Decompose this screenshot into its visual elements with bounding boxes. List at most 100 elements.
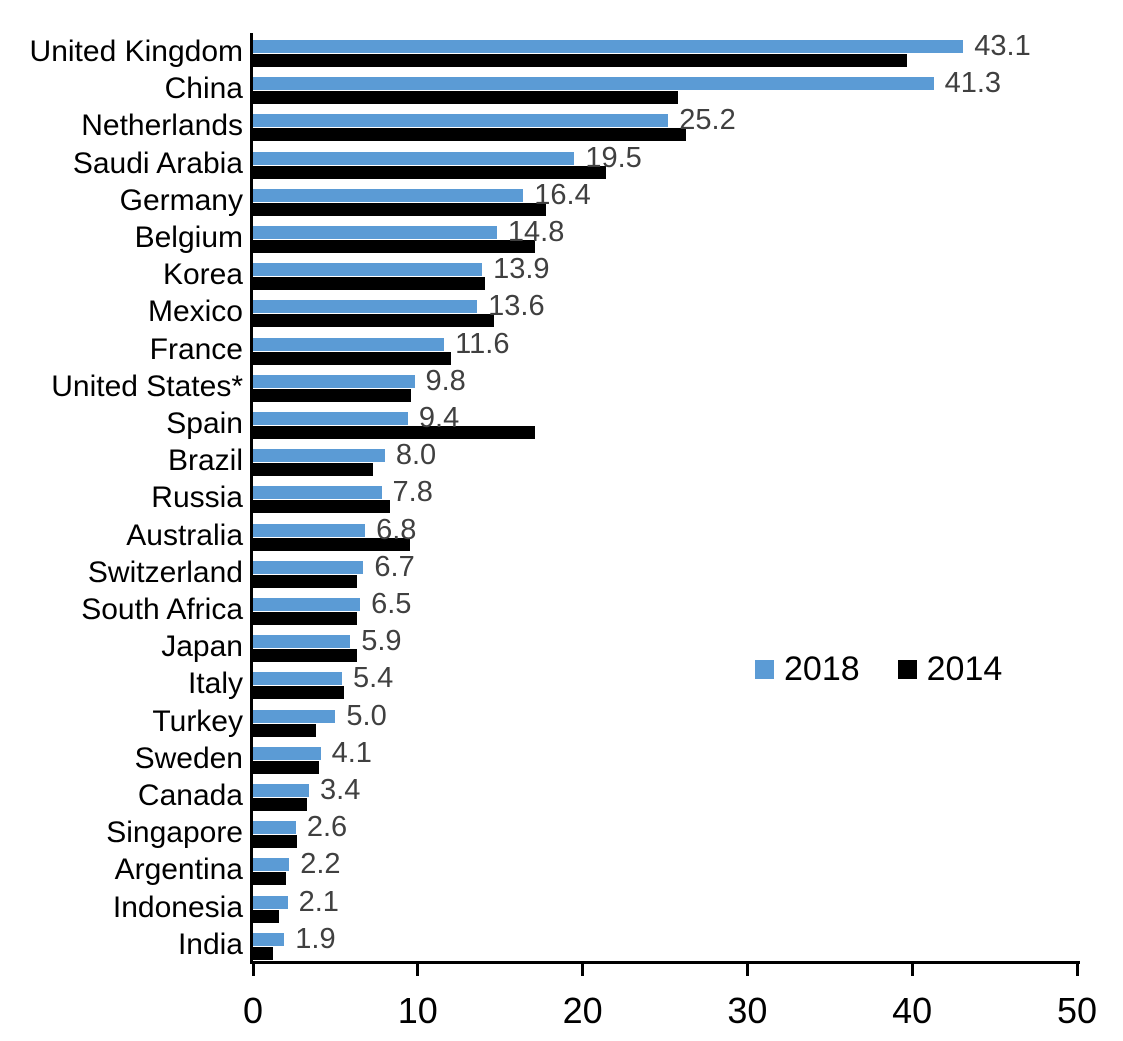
x-tick bbox=[581, 964, 585, 976]
bar-2018-france bbox=[253, 337, 445, 351]
bar-2018-united-kingdom bbox=[253, 40, 964, 53]
value-label: 4.1 bbox=[331, 736, 372, 769]
legend-label: 2014 bbox=[926, 650, 1003, 688]
bar-2018-russia bbox=[253, 486, 382, 500]
bar-2018-germany bbox=[253, 188, 524, 202]
category-label: Sweden bbox=[134, 741, 243, 775]
bar-2018-canada bbox=[253, 784, 310, 797]
bar-2014-turkey bbox=[253, 723, 316, 737]
bar-2018-australia bbox=[253, 523, 366, 537]
value-label: 7.8 bbox=[392, 476, 433, 509]
x-tick-label: 10 bbox=[397, 990, 438, 1031]
value-label: 1.9 bbox=[295, 922, 336, 955]
bar-2018-mexico bbox=[253, 300, 478, 314]
value-label: 2.1 bbox=[298, 885, 339, 918]
bar-2018-belgium bbox=[253, 226, 497, 239]
value-label: 13.6 bbox=[488, 290, 545, 323]
value-label: 19.5 bbox=[585, 141, 642, 174]
x-tick-label: 20 bbox=[562, 990, 603, 1031]
bar-2014-singapore bbox=[253, 835, 298, 849]
x-tick-label: 30 bbox=[727, 990, 768, 1031]
bar-2018-korea bbox=[253, 263, 483, 277]
bar-2014-mexico bbox=[253, 314, 494, 328]
value-label: 2.2 bbox=[300, 848, 341, 881]
value-label: 6.7 bbox=[374, 550, 415, 583]
bar-2014-canada bbox=[253, 798, 308, 811]
category-label: Spain bbox=[166, 407, 243, 440]
category-label: France bbox=[149, 332, 243, 366]
bar-2014-italy bbox=[253, 686, 344, 700]
category-label: Italy bbox=[187, 667, 243, 701]
bar-2014-korea bbox=[253, 277, 486, 291]
value-label: 8.0 bbox=[395, 439, 437, 472]
x-tick bbox=[745, 964, 749, 976]
value-label: 9.4 bbox=[418, 402, 460, 434]
value-label: 6.8 bbox=[376, 513, 417, 546]
bar-2018-india bbox=[253, 932, 285, 946]
bar-2014-china bbox=[253, 91, 679, 105]
x-tick bbox=[416, 964, 420, 976]
x-tick-label: 50 bbox=[1056, 990, 1098, 1031]
bar-2014-india bbox=[253, 946, 273, 960]
value-label: 3.4 bbox=[320, 774, 361, 806]
x-tick-label: 0 bbox=[242, 990, 264, 1031]
legend-item-2018: 2018 bbox=[755, 650, 860, 689]
bar-2018-indonesia bbox=[253, 895, 288, 909]
bar-2014-switzerland bbox=[253, 574, 357, 588]
bar-2018-china bbox=[253, 77, 934, 91]
category-label: Japan bbox=[161, 630, 243, 664]
category-label: United States* bbox=[51, 369, 243, 403]
category-label: Canada bbox=[137, 779, 243, 812]
category-label: India bbox=[177, 927, 243, 961]
bar-2018-singapore bbox=[253, 821, 296, 835]
bar-2018-brazil bbox=[253, 449, 385, 463]
bar-2018-spain bbox=[253, 412, 408, 425]
value-label: 13.9 bbox=[493, 253, 550, 286]
x-axis-line bbox=[250, 961, 1080, 964]
category-label: South Africa bbox=[81, 593, 243, 626]
bar-2014-france bbox=[253, 351, 451, 365]
bar-2014-sweden bbox=[253, 760, 319, 774]
legend: 2018 2014 bbox=[755, 650, 1002, 689]
bar-2014-argentina bbox=[253, 872, 286, 886]
value-label: 16.4 bbox=[534, 178, 591, 211]
x-tick-label: 40 bbox=[892, 990, 933, 1031]
category-label: United Kingdom bbox=[29, 35, 243, 68]
value-label: 25.2 bbox=[679, 104, 736, 137]
bar-2018-turkey bbox=[253, 709, 336, 723]
bar-2018-italy bbox=[253, 672, 342, 686]
legend-swatch-icon bbox=[755, 660, 774, 679]
category-label: Belgium bbox=[134, 221, 243, 254]
bar-2018-japan bbox=[253, 635, 351, 649]
category-label: Singapore bbox=[106, 816, 243, 850]
bar-2018-argentina bbox=[253, 858, 290, 872]
value-label: 41.3 bbox=[944, 67, 1002, 100]
value-label: 11.6 bbox=[455, 327, 510, 360]
value-label: 5.9 bbox=[361, 625, 402, 658]
bar-2014-japan bbox=[253, 649, 357, 663]
bar-2014-brazil bbox=[253, 463, 374, 477]
category-label: Russia bbox=[151, 481, 243, 515]
value-label: 2.6 bbox=[306, 811, 348, 844]
category-label: Netherlands bbox=[81, 109, 243, 143]
category-label: Mexico bbox=[147, 295, 243, 329]
bar-2018-saudi-arabia bbox=[253, 151, 575, 165]
bar-2014-saudi-arabia bbox=[253, 165, 606, 179]
bar-2018-netherlands bbox=[253, 114, 669, 128]
legend-swatch-icon bbox=[897, 660, 917, 679]
category-label: Turkey bbox=[152, 704, 243, 738]
category-label: China bbox=[164, 72, 243, 106]
legend-item-2014: 2014 bbox=[897, 650, 1003, 689]
category-label: Saudi Arabia bbox=[72, 146, 243, 180]
x-tick bbox=[910, 964, 914, 976]
bar-2018-united-states- bbox=[253, 374, 415, 388]
category-label: Switzerland bbox=[87, 555, 243, 589]
category-label: Germany bbox=[119, 183, 243, 217]
category-label: Brazil bbox=[167, 444, 243, 478]
bar-2014-spain bbox=[253, 426, 535, 439]
category-label: Korea bbox=[162, 258, 243, 292]
bar-2014-indonesia bbox=[253, 909, 280, 923]
y-axis-line bbox=[250, 33, 253, 964]
bar-2014-south-africa bbox=[253, 612, 357, 625]
